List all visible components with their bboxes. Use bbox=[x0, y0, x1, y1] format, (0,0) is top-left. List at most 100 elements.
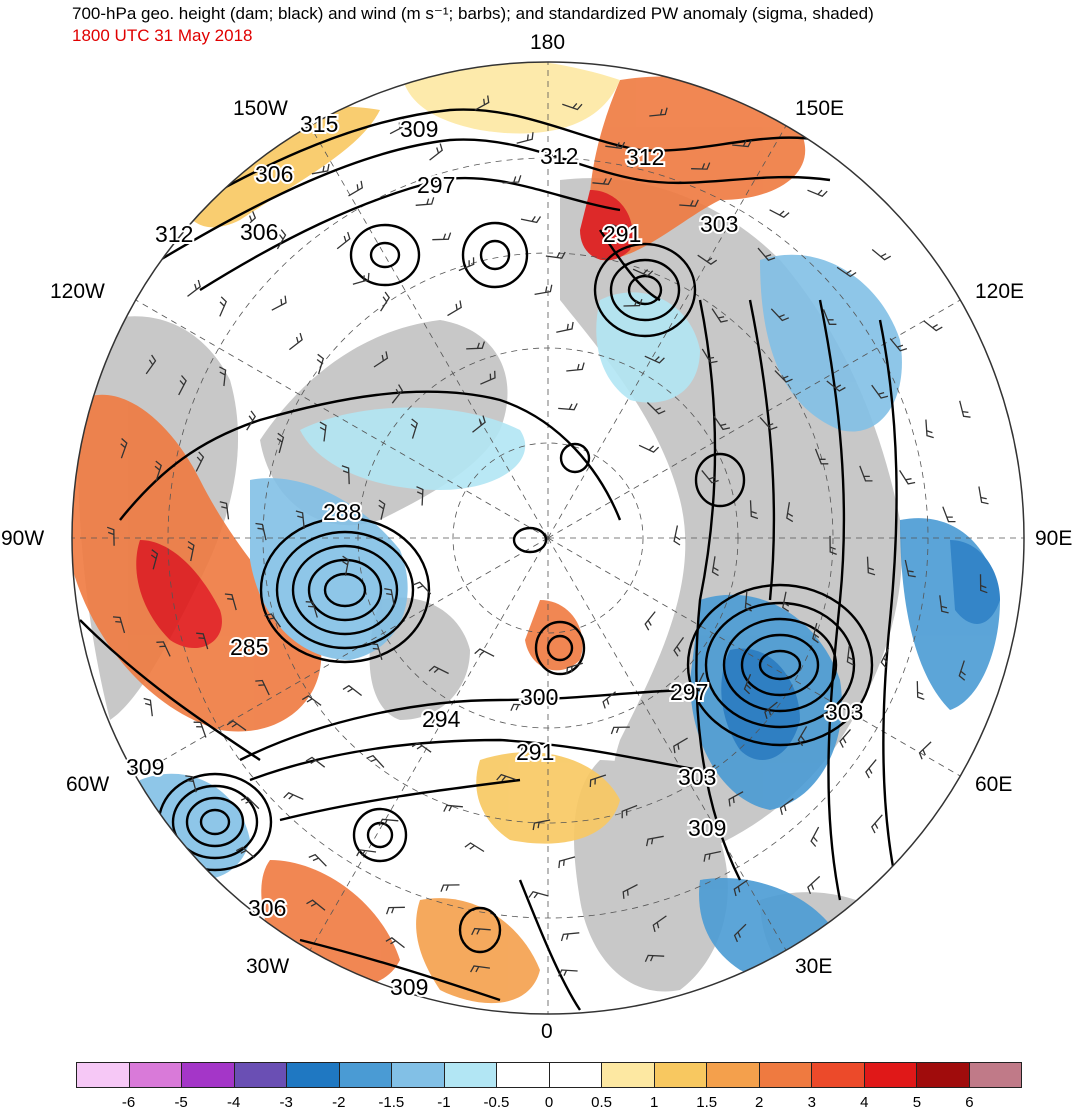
wind-barb bbox=[611, 223, 633, 232]
wind-barb bbox=[289, 332, 303, 351]
wind-barb bbox=[516, 132, 534, 144]
wind-barb bbox=[432, 232, 452, 241]
wind-barb bbox=[472, 415, 486, 433]
colorbar-tick-label: 0.5 bbox=[591, 1094, 612, 1111]
colorbar-box bbox=[549, 1063, 602, 1087]
wind-barb bbox=[622, 884, 638, 899]
contour-label: 306 bbox=[240, 219, 278, 245]
wind-barb bbox=[410, 418, 418, 439]
contour-labels: 315 309 312 306 297 312 306 303 291 288 285 300 297 2… bbox=[124, 109, 865, 1002]
wind-barb bbox=[673, 737, 688, 754]
wind-barb bbox=[558, 856, 576, 869]
colorbar-tick-label: -2 bbox=[332, 1094, 346, 1111]
wind-barb bbox=[243, 211, 257, 230]
wind-barb bbox=[649, 107, 668, 117]
contour-label: 300 bbox=[520, 684, 558, 710]
wind-barb bbox=[428, 665, 449, 675]
wind-barb bbox=[846, 645, 854, 666]
wind-barb bbox=[701, 348, 718, 364]
wind-barb bbox=[711, 556, 719, 577]
wind-barb bbox=[534, 284, 553, 296]
wind-barb bbox=[341, 465, 350, 485]
lon-label-180: 180 bbox=[530, 31, 566, 54]
wind-barb bbox=[283, 792, 304, 800]
wind-barb bbox=[520, 216, 542, 224]
wind-barb bbox=[623, 298, 643, 307]
wind-barb bbox=[219, 296, 227, 317]
wind-barb bbox=[440, 884, 460, 892]
wind-barb bbox=[859, 465, 873, 482]
wind-barb bbox=[602, 691, 617, 709]
wind-barb bbox=[342, 555, 350, 576]
wind-barb bbox=[373, 351, 389, 368]
colorbar-box bbox=[969, 1063, 1021, 1087]
wind-barb bbox=[219, 501, 230, 520]
colorbar-box bbox=[444, 1063, 497, 1087]
wind-barb bbox=[112, 616, 126, 634]
wind-barb bbox=[702, 764, 716, 782]
colorbar-tick-label: 3 bbox=[807, 1094, 816, 1111]
wind-barb bbox=[154, 460, 162, 481]
polar-map: 315 309 312 306 297 312 306 303 291 288 285 300 297 2… bbox=[71, 61, 1025, 1015]
wind-barb bbox=[807, 875, 821, 895]
wind-barb bbox=[389, 119, 405, 135]
colorbar-box bbox=[602, 1063, 655, 1087]
wind-barb bbox=[764, 701, 778, 719]
wind-barb bbox=[918, 741, 932, 760]
contour-label: 297 bbox=[670, 679, 708, 705]
wind-barb bbox=[826, 380, 846, 392]
contour-label: 291 bbox=[516, 739, 554, 765]
colorbar-box bbox=[654, 1063, 707, 1087]
colorbar-box bbox=[707, 1063, 760, 1087]
colorbar-tick-label: 1 bbox=[649, 1094, 659, 1111]
wind-barb bbox=[703, 850, 722, 862]
meridian-line bbox=[547, 125, 787, 539]
contour-label: 291 bbox=[603, 221, 641, 247]
wind-barb bbox=[978, 486, 989, 505]
wind-barb bbox=[899, 470, 916, 485]
wind-barb bbox=[728, 791, 744, 807]
contour-label: 309 bbox=[688, 815, 726, 841]
wind-barb bbox=[769, 209, 790, 218]
colorbar-tick-label: 6 bbox=[965, 1094, 974, 1111]
contour-label: 303 bbox=[678, 764, 716, 790]
wind-barb bbox=[797, 726, 808, 747]
colorbar-tick-label: -1 bbox=[437, 1094, 451, 1111]
wind-barb bbox=[415, 197, 435, 206]
wind-barb bbox=[447, 300, 462, 317]
colorbar-box bbox=[759, 1063, 812, 1087]
wind-barb bbox=[532, 819, 551, 831]
wind-barb bbox=[411, 742, 432, 753]
lon-label-120w: 120W bbox=[50, 280, 105, 303]
wind-barb bbox=[356, 849, 377, 857]
wind-barb bbox=[644, 355, 665, 364]
wind-barb bbox=[744, 591, 752, 612]
wind-barb bbox=[770, 308, 790, 322]
wind-barb bbox=[916, 681, 925, 701]
valid-time: 1800 UTC 31 May 2018 bbox=[72, 26, 253, 45]
wind-barb bbox=[749, 500, 759, 520]
wind-barb bbox=[240, 796, 260, 810]
wind-barb bbox=[562, 102, 583, 111]
latitude-circle bbox=[262, 252, 834, 824]
colorbar-tick-label: 1.5 bbox=[696, 1094, 718, 1111]
colorbar-box bbox=[287, 1063, 340, 1087]
colorbar bbox=[76, 1062, 1022, 1088]
wind-barb bbox=[255, 679, 270, 696]
wind-barb bbox=[295, 510, 305, 529]
wind-barb bbox=[605, 141, 626, 150]
height-contours bbox=[79, 108, 902, 1011]
wind-barb bbox=[782, 591, 790, 612]
wind-barb bbox=[106, 526, 115, 546]
wind-barb bbox=[673, 525, 681, 546]
wind-barb bbox=[416, 486, 424, 506]
colorbar-tick-label: 4 bbox=[860, 1094, 869, 1111]
wind-barb bbox=[942, 506, 956, 523]
wind-barb bbox=[384, 588, 395, 606]
wind-barb bbox=[145, 354, 157, 375]
colorbar-tick-label: -1.5 bbox=[378, 1094, 405, 1111]
wind-barb bbox=[474, 95, 490, 111]
wind-barb bbox=[610, 726, 630, 735]
wind-barb bbox=[431, 717, 452, 725]
wind-barb bbox=[528, 891, 549, 899]
